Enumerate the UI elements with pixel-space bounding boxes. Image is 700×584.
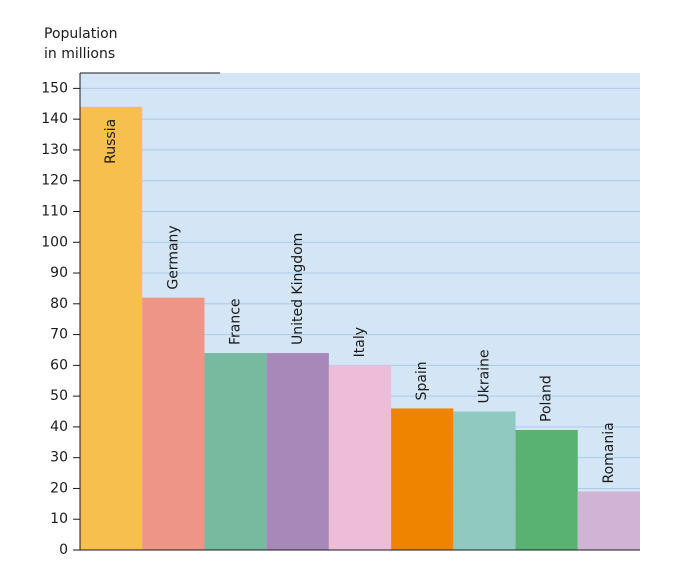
- category-label: Germany: [165, 225, 181, 289]
- y-tick-label: 30: [50, 450, 68, 466]
- y-tick-label: 50: [50, 388, 68, 404]
- category-label: Italy: [352, 327, 368, 357]
- bar: [391, 408, 454, 550]
- y-axis-label: in millions: [44, 46, 115, 62]
- y-tick-label: 90: [50, 265, 68, 281]
- category-label: Ukraine: [476, 349, 492, 403]
- category-label: United Kingdom: [290, 233, 306, 345]
- y-tick-label: 150: [41, 80, 68, 96]
- y-tick-label: 40: [50, 419, 68, 435]
- bar: [453, 411, 516, 550]
- y-tick-label: 100: [41, 234, 68, 250]
- y-tick-label: 110: [41, 203, 68, 219]
- category-label: Russia: [103, 119, 119, 164]
- category-label: Spain: [414, 361, 430, 400]
- category-label: Romania: [601, 422, 617, 483]
- bar: [328, 365, 392, 550]
- bar: [80, 106, 143, 550]
- y-tick-label: 140: [41, 111, 68, 127]
- y-tick-label: 70: [50, 327, 68, 343]
- y-tick-label: 130: [41, 142, 68, 158]
- y-tick-label: 120: [41, 173, 68, 189]
- y-tick-label: 20: [50, 480, 68, 496]
- bar: [515, 429, 578, 550]
- category-label: France: [228, 298, 244, 345]
- bar: [204, 353, 267, 550]
- y-tick-label: 10: [50, 511, 68, 527]
- y-tick-label: 0: [59, 542, 68, 558]
- y-axis-label: Population: [44, 26, 118, 42]
- bar: [142, 297, 205, 550]
- y-tick-label: 60: [50, 357, 68, 373]
- bar: [577, 491, 640, 550]
- bar: [266, 353, 329, 550]
- y-tick-label: 80: [50, 296, 68, 312]
- category-label: Poland: [539, 375, 555, 422]
